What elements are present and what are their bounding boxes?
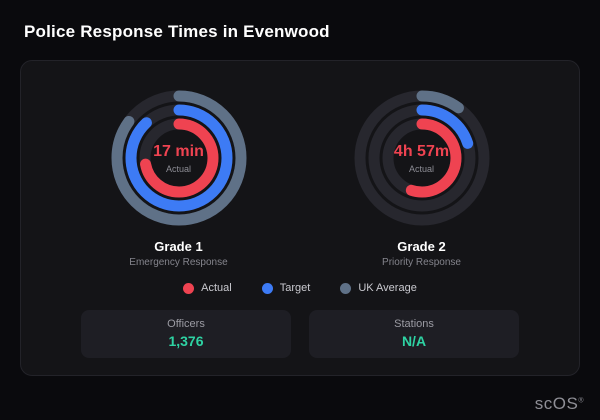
gauge-grade-2: 4h 57m Actual Grade 2 Priority Response	[300, 83, 543, 268]
stat-label: Officers	[167, 318, 205, 330]
gauge-subtitle: Emergency Response	[129, 257, 228, 268]
brand-name: scOS	[534, 394, 579, 413]
gauge-grade-2-chart: 4h 57m Actual	[347, 83, 497, 233]
legend-item-target[interactable]: Target	[261, 282, 311, 294]
gauge-grade-1: 17 min Actual Grade 1 Emergency Response	[57, 83, 300, 268]
radial-gauge-svg	[111, 90, 246, 226]
gauge-title: Grade 1	[154, 239, 203, 254]
legend-item-actual[interactable]: Actual	[183, 282, 232, 294]
legend-label: Actual	[201, 282, 232, 294]
legend-dot-actual	[183, 282, 195, 294]
registered-mark: ®	[578, 397, 584, 405]
stats-row: Officers 1,376 Stations N/A	[57, 310, 543, 358]
response-times-card: 17 min Actual Grade 1 Emergency Response…	[20, 60, 580, 376]
page-title: Police Response Times in Evenwood	[24, 22, 330, 41]
stat-value: 1,376	[168, 333, 204, 349]
chart-legend: Actual Target UK Average	[57, 282, 543, 294]
radial-gauge-svg	[354, 90, 489, 226]
legend-dot-uk-average	[340, 282, 352, 294]
legend-item-uk-average[interactable]: UK Average	[340, 282, 417, 294]
stat-stations: Stations N/A	[309, 310, 519, 358]
gauge-title: Grade 2	[397, 239, 446, 254]
gauge-grade-1-chart: 17 min Actual	[104, 83, 254, 233]
legend-label: UK Average	[358, 282, 417, 294]
gauges-row: 17 min Actual Grade 1 Emergency Response…	[57, 83, 543, 268]
legend-dot-target	[261, 282, 273, 294]
stat-label: Stations	[394, 318, 434, 330]
legend-label: Target	[279, 282, 311, 294]
scos-logo: scOS®	[535, 394, 584, 414]
stat-value: N/A	[401, 333, 427, 349]
gauge-subtitle: Priority Response	[382, 257, 461, 268]
stat-officers: Officers 1,376	[81, 310, 291, 358]
